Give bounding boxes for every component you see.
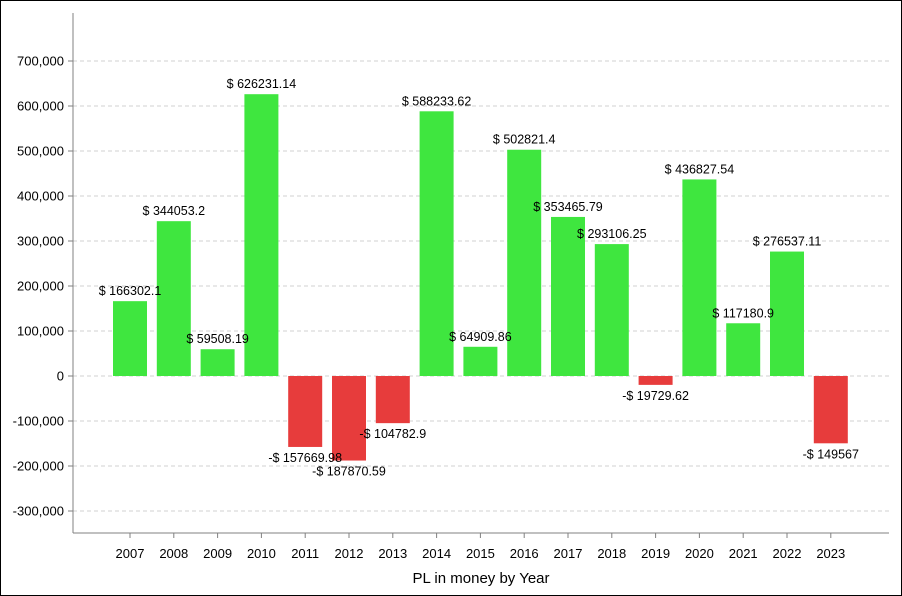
- data-label-2022: $ 276537.11: [753, 235, 822, 249]
- x-tick-label: 2008: [159, 546, 188, 561]
- data-label-2011: -$ 157669.98: [268, 451, 342, 465]
- x-tick-label: 2022: [773, 546, 802, 561]
- y-tick-label: 500,000: [17, 144, 64, 159]
- bar-2020: [682, 179, 717, 376]
- x-tick-label: 2020: [685, 546, 714, 561]
- bar-2012: [332, 376, 366, 461]
- y-tick-label: 400,000: [17, 189, 64, 204]
- y-tick-label: -300,000: [13, 504, 64, 519]
- bar-2007: [113, 301, 147, 376]
- bar-2008: [156, 221, 191, 376]
- bar-2014: [419, 111, 454, 377]
- data-label-2009: $ 59508.19: [186, 332, 249, 346]
- y-tick-label: -100,000: [13, 414, 64, 429]
- y-tick-label: -200,000: [13, 459, 64, 474]
- y-tick-label: 100,000: [17, 324, 64, 339]
- y-tick-label: 300,000: [17, 234, 64, 249]
- x-tick-label: 2023: [816, 546, 845, 561]
- x-tick-label: 2012: [335, 546, 364, 561]
- y-tick-label: 0: [57, 369, 64, 384]
- data-label-2013: -$ 104782.9: [359, 427, 426, 441]
- data-label-2012: -$ 187870.59: [312, 465, 386, 479]
- data-label-2020: $ 436827.54: [665, 162, 735, 176]
- grid-lines: [73, 60, 889, 512]
- bar-2019: [638, 376, 673, 385]
- x-tick-label: 2013: [378, 546, 407, 561]
- y-tick-label: 700,000: [17, 54, 64, 69]
- x-tick-label: 2011: [291, 546, 319, 561]
- x-tick-label: 2010: [247, 546, 276, 561]
- y-tick-label: 200,000: [17, 279, 64, 294]
- bar-2010: [244, 94, 279, 376]
- y-tick-label: 600,000: [17, 99, 64, 114]
- data-label-2015: $ 64909.86: [449, 330, 512, 344]
- x-tick-label: 2014: [422, 546, 451, 561]
- bar-2013: [375, 376, 410, 424]
- data-label-2018: $ 293106.25: [577, 227, 647, 241]
- bar-2023: [813, 376, 848, 444]
- data-label-2016: $ 502821.4: [493, 133, 556, 147]
- bar-2009: [200, 349, 235, 376]
- data-label-2014: $ 588233.62: [402, 94, 472, 108]
- x-tick-label: 2015: [466, 546, 495, 561]
- x-tick-label: 2021: [729, 546, 758, 561]
- data-label-2007: $ 166302.1: [99, 284, 162, 298]
- data-label-2010: $ 626231.14: [227, 77, 297, 91]
- x-axis-title: PL in money by Year: [412, 570, 549, 587]
- bar-2017: [551, 216, 585, 376]
- x-tick-label: 2019: [641, 546, 670, 561]
- axes: [72, 13, 889, 534]
- bars: [113, 94, 848, 461]
- data-label-2017: $ 353465.79: [533, 200, 603, 214]
- bar-2021: [726, 323, 761, 376]
- bar-2015: [463, 346, 498, 376]
- x-tick-label: 2007: [116, 546, 145, 561]
- x-tick-label: 2016: [510, 546, 539, 561]
- bar-2011: [288, 376, 323, 447]
- data-labels: $ 166302.1 $ 344053.2 $ 59508.19 $ 626231.1…: [99, 77, 859, 478]
- x-tick-label: 2017: [554, 546, 583, 561]
- bar-2016: [507, 149, 542, 376]
- bar-2022: [770, 251, 804, 376]
- data-label-2008: $ 344053.2: [143, 204, 206, 218]
- tick-labels: -300,000 -200,000 -100,000 0 100,000 200,000 3…: [13, 54, 846, 562]
- data-label-2019: -$ 19729.62: [622, 389, 689, 403]
- bar-2018: [594, 244, 629, 376]
- data-label-2023: -$ 149567: [803, 447, 859, 461]
- x-tick-label: 2018: [597, 546, 626, 561]
- data-label-2021: $ 117180.9: [712, 306, 774, 320]
- x-tick-label: 2009: [203, 546, 232, 561]
